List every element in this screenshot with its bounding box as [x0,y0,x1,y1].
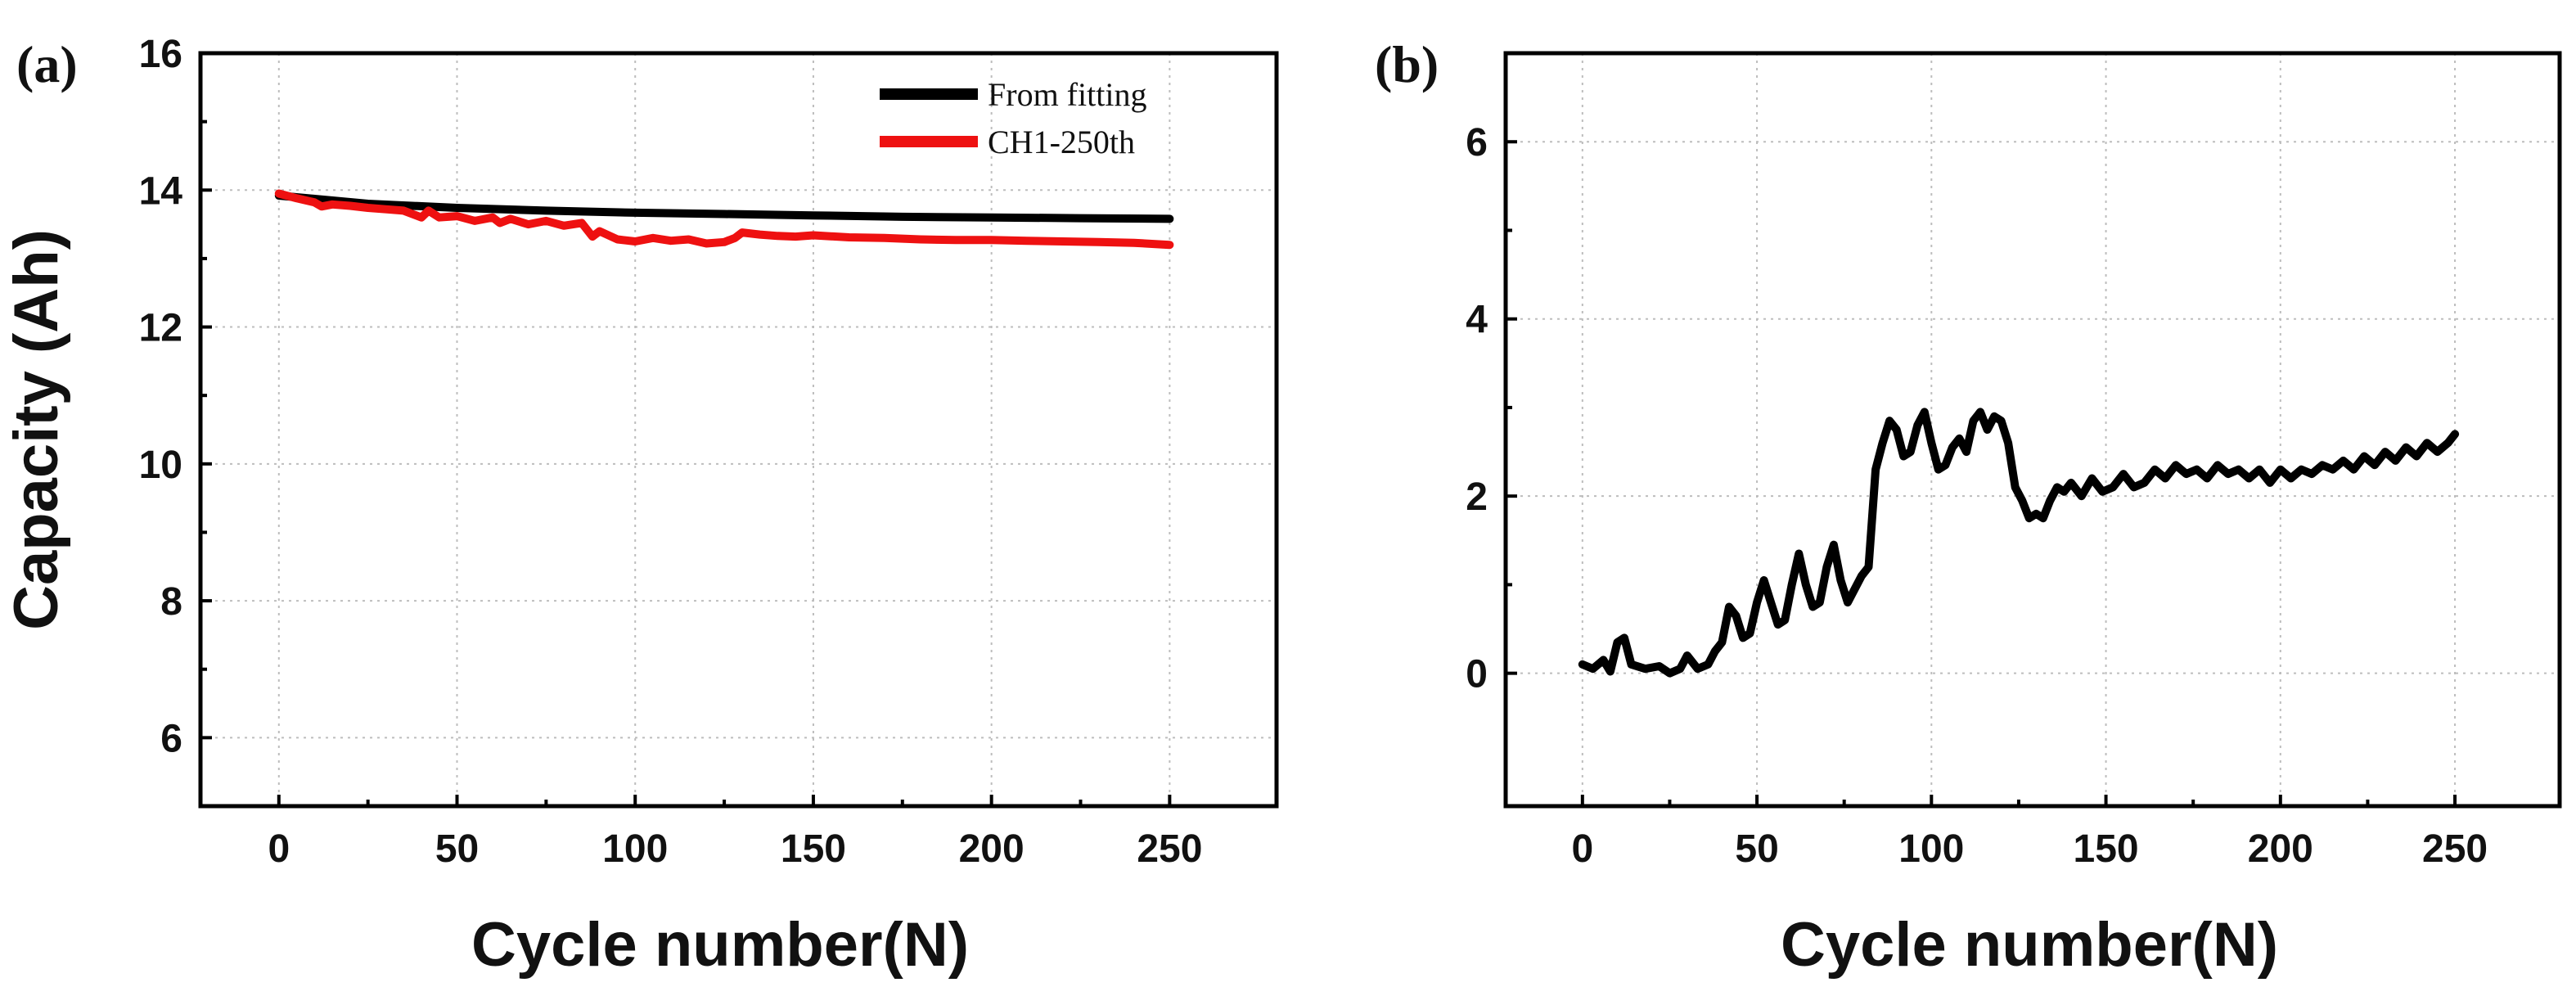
y-tick-label: 14 [139,169,183,213]
x-tick-label: 150 [2074,827,2139,871]
x-axis-title: Cycle number(N) [1781,910,2278,980]
plot-frame [198,51,1279,809]
x-tick-label: 200 [2248,827,2313,871]
y-tick-label: 16 [139,33,182,76]
y-tick-label: 6 [1466,121,1488,164]
x-axis-title: Cycle number(N) [471,910,969,980]
y-tick-label: 8 [160,580,182,624]
x-tick-label: 150 [781,827,846,871]
series-line-data [1578,408,2460,678]
y-tick-label: 0 [1466,653,1488,696]
x-tick-label: 50 [435,827,479,871]
legend-label: From fitting [988,76,1146,113]
x-tick-label: 50 [1735,827,1778,871]
panel-b: 0 50 100 150 200 250 0 2 4 6 (b) Cycle number(N) [1375,35,2562,980]
y-tick-label: 10 [139,444,182,487]
panel-label: (b) [1375,35,1439,93]
x-tick-label: 0 [1571,827,1593,871]
panel-a: 0 50 100 150 200 250 6 8 10 12 14 16 From fitting CH1… [2,33,1279,980]
panel-label: (a) [16,35,78,93]
legend-label: CH1-250th [988,124,1135,160]
x-tick-label: 200 [959,827,1025,871]
y-tick-label: 12 [139,307,182,350]
series-line-from-fitting [274,192,1174,223]
y-tick-label: 4 [1466,299,1488,342]
y-tick-label: 6 [160,717,182,760]
x-tick-label: 100 [1898,827,1964,871]
y-tick-label: 2 [1466,475,1488,519]
x-tick-label: 250 [2422,827,2488,871]
plot-frame [1503,51,2562,809]
x-tick-label: 100 [602,827,668,871]
series-line-ch1-250th [274,189,1174,250]
y-axis-title: Capacity (Ah) [2,229,71,630]
x-tick-label: 0 [268,827,290,871]
x-tick-label: 250 [1137,827,1202,871]
